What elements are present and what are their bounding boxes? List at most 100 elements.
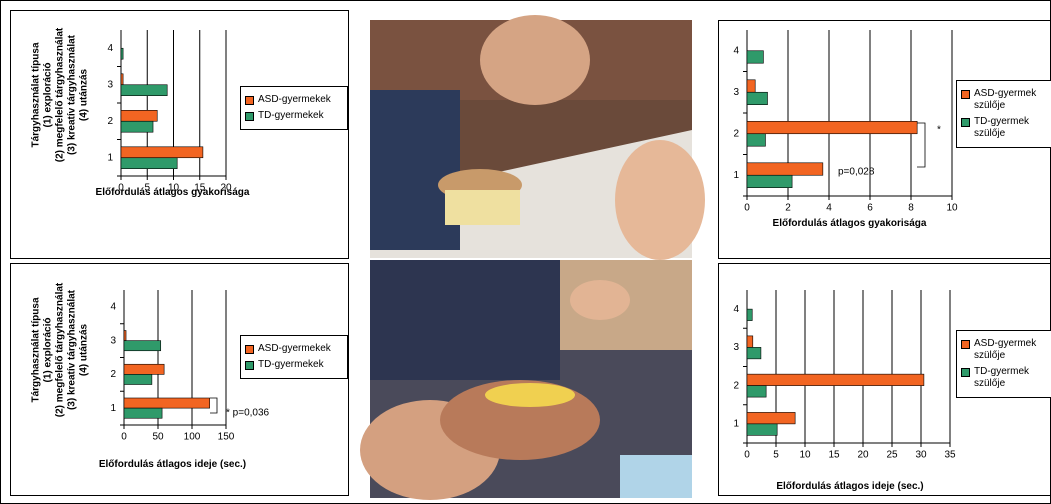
y-tick-label: 3 <box>107 79 113 90</box>
x-tick-label: 6 <box>867 203 873 214</box>
y-tick-label: 1 <box>110 403 116 414</box>
y-axis-title: Tárgyhasználat típusa (1) exploráció (2) m… <box>31 27 90 162</box>
legend-item: TD-gyermekek <box>245 110 343 122</box>
y-tick-label: 2 <box>107 116 113 127</box>
legend-label: TD-gyermek szülője <box>974 366 1030 389</box>
legend-swatch <box>245 345 254 354</box>
legend: ASD-gyermekek TD-gyermekek <box>240 335 348 379</box>
annotation: * p=0,036 <box>226 408 270 419</box>
y-axis-title-line: (1) exploráció <box>43 62 54 127</box>
panel-frame <box>718 263 1051 496</box>
legend-item: TD-gyermek szülője <box>961 116 1051 140</box>
y-axis-title-line: (3) kreatív tárgyhasználat <box>67 34 78 155</box>
legend-swatch <box>961 118 970 127</box>
bar <box>123 407 163 419</box>
y-axis-title-line: (4) utánzás <box>79 68 90 121</box>
x-axis-title: Előfordulás átlagos ideje (sec.) <box>98 459 247 470</box>
y-tick-label: 3 <box>110 335 116 346</box>
y-tick-label: 4 <box>107 43 113 54</box>
legend-item: ASD-gyermek szülője <box>961 338 1051 362</box>
legend-item: TD-gyermek szülője <box>961 366 1051 390</box>
x-tick-label: 0 <box>121 432 127 443</box>
annotation: p=0,028 <box>838 167 875 178</box>
bar <box>746 373 925 386</box>
x-tick-label: 0 <box>744 203 750 214</box>
panel-frame <box>718 20 1051 259</box>
legend: ASD-gyermek szülője TD-gyermek szülője <box>956 80 1051 148</box>
x-tick-label: 10 <box>168 183 180 194</box>
legend: ASD-gyermekek TD-gyermekek <box>240 86 348 130</box>
bar <box>746 50 764 64</box>
legend-label: TD-gyermekek <box>258 110 324 121</box>
bar <box>746 79 756 93</box>
photo <box>360 260 692 500</box>
bar <box>120 47 124 60</box>
significance-bracket <box>917 122 926 168</box>
bar <box>123 330 127 341</box>
x-tick-label: 5 <box>144 183 150 194</box>
legend-swatch <box>961 90 970 99</box>
x-tick-label: 10 <box>799 450 811 461</box>
y-axis-title-line: Tárgyhasználat típusa <box>31 42 42 147</box>
bar <box>120 84 168 96</box>
x-axis-title: Előfordulás átlagos gyakorisága <box>95 187 250 198</box>
legend-label: TD-gyermekek <box>258 359 324 370</box>
legend-label: ASD-gyermekek <box>258 343 331 354</box>
y-axis-title-line: (4) utánzás <box>79 323 90 376</box>
bar <box>746 412 796 425</box>
y-axis-title-line: (1) exploráció <box>43 317 54 382</box>
photo <box>370 15 705 260</box>
y-tick-label: 1 <box>733 170 739 181</box>
legend-label: ASD-gyermekek <box>258 94 331 105</box>
x-tick-label: 4 <box>826 203 832 214</box>
bar <box>746 423 778 436</box>
x-axis-title: Előfordulás átlagos gyakorisága <box>772 218 927 229</box>
x-tick-label: 30 <box>915 450 927 461</box>
annotation: * <box>937 125 941 136</box>
legend-item: TD-gyermekek <box>245 359 343 371</box>
bar <box>746 174 793 188</box>
bar <box>120 157 178 169</box>
y-tick-label: 2 <box>733 380 739 391</box>
bar <box>120 120 154 133</box>
significance-bracket <box>210 397 218 414</box>
bar <box>120 73 124 86</box>
x-tick-label: 150 <box>218 432 235 443</box>
y-axis-title-line: (2) megfelelő tárgyhasználat <box>55 282 66 417</box>
x-tick-label: 8 <box>908 203 914 214</box>
x-tick-label: 25 <box>886 450 898 461</box>
legend-label: ASD-gyermek szülője <box>974 338 1037 361</box>
bar <box>746 162 824 176</box>
x-tick-label: 100 <box>184 432 201 443</box>
y-axis-title-line: (3) kreatív tárgyhasználat <box>67 289 78 410</box>
bar <box>120 110 158 122</box>
x-tick-label: 35 <box>944 450 956 461</box>
bar <box>746 133 766 147</box>
bar <box>746 385 767 398</box>
y-tick-label: 4 <box>733 45 739 56</box>
legend-swatch <box>961 368 970 377</box>
x-tick-label: 5 <box>773 450 779 461</box>
y-axis-title-line: Tárgyhasználat típusa <box>31 297 42 402</box>
bar <box>746 347 762 360</box>
y-tick-label: 4 <box>733 304 739 315</box>
bar <box>120 146 204 159</box>
bar <box>123 397 210 409</box>
legend-swatch <box>245 361 254 370</box>
x-tick-label: 15 <box>194 183 206 194</box>
y-axis-title-line: (2) megfelelő tárgyhasználat <box>55 27 66 162</box>
y-tick-label: 3 <box>733 87 739 98</box>
panel-frame <box>10 10 349 259</box>
x-tick-label: 15 <box>828 450 840 461</box>
y-axis-title: Tárgyhasználat típusa (1) exploráció (2) m… <box>31 282 90 417</box>
x-axis-title: Előfordulás átlagos ideje (sec.) <box>776 481 924 492</box>
bar <box>746 308 753 321</box>
x-tick-label: 0 <box>118 183 124 194</box>
y-tick-label: 3 <box>733 342 739 353</box>
legend-item: ASD-gyermekek <box>245 343 343 355</box>
x-tick-label: 0 <box>744 450 750 461</box>
x-tick-label: 2 <box>785 203 791 214</box>
x-tick-label: 20 <box>857 450 869 461</box>
bar <box>123 340 162 352</box>
